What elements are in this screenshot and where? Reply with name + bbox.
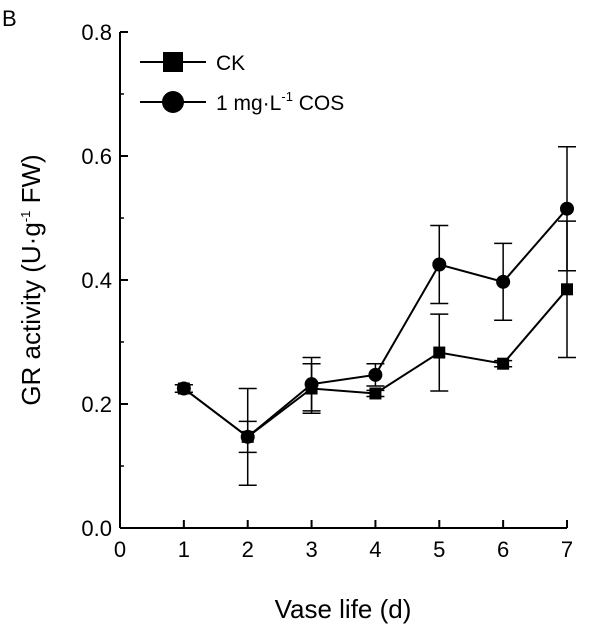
y-axis-title-suffix: FW): [16, 154, 46, 210]
y-tick-label: 0.6: [81, 144, 112, 169]
legend-label: 1 mg·L-1 COS: [216, 89, 344, 115]
y-axis-title-sup: -1: [18, 211, 33, 223]
x-tick-label: 3: [305, 537, 317, 562]
y-tick-label: 0.2: [81, 392, 112, 417]
legend-label-text: CK: [216, 52, 245, 75]
y-tick-label: 0.0: [81, 516, 112, 541]
y-axis-title: GR activity (U·g-1 FW): [16, 154, 46, 405]
data-point-square: [433, 346, 446, 359]
data-point-circle: [368, 367, 383, 382]
data-point-circle: [432, 257, 447, 272]
legend-label: CK: [216, 52, 245, 75]
data-point-circle: [176, 381, 191, 396]
legend: CK 1 mg·L-1 COS: [140, 52, 344, 115]
data-point-square: [497, 357, 510, 370]
y-tick-label: 0.4: [81, 268, 112, 293]
data-point-circle: [496, 274, 511, 289]
series-ck: [174, 220, 576, 486]
legend-label-text: 1 mg·L: [216, 92, 281, 115]
panel-label: B: [2, 6, 17, 31]
x-tick-label: 4: [369, 537, 381, 562]
y-axis-ticks: 0.0 0.2 0.4 0.6 0.8: [81, 20, 128, 541]
data-point-square: [561, 283, 573, 296]
y-axis-title-prefix: GR activity (U·g: [16, 222, 46, 405]
data-point-circle: [304, 377, 319, 392]
data-point-square: [369, 387, 382, 400]
legend-label-sup: -1: [281, 89, 293, 104]
legend-marker-circle: [162, 91, 184, 113]
legend-item-ck: CK: [140, 52, 245, 75]
series-cos: [174, 145, 576, 454]
series-group: [174, 145, 576, 486]
x-tick-label: 2: [242, 537, 254, 562]
legend-marker-square: [163, 52, 183, 72]
x-tick-label: 0: [114, 537, 126, 562]
data-point-circle: [560, 201, 574, 216]
x-tick-label: 7: [561, 537, 573, 562]
x-axis-title: Vase life (d): [275, 594, 412, 624]
x-tick-label: 5: [433, 537, 445, 562]
x-axis-ticks: 0 1 2 3 4 5 6 7: [114, 520, 573, 562]
legend-item-cos: 1 mg·L-1 COS: [140, 89, 344, 115]
legend-label-suffix: COS: [293, 92, 344, 115]
y-tick-label: 0.8: [81, 20, 112, 45]
data-point-circle: [240, 429, 255, 444]
x-tick-label: 1: [178, 537, 190, 562]
x-tick-label: 6: [497, 537, 509, 562]
